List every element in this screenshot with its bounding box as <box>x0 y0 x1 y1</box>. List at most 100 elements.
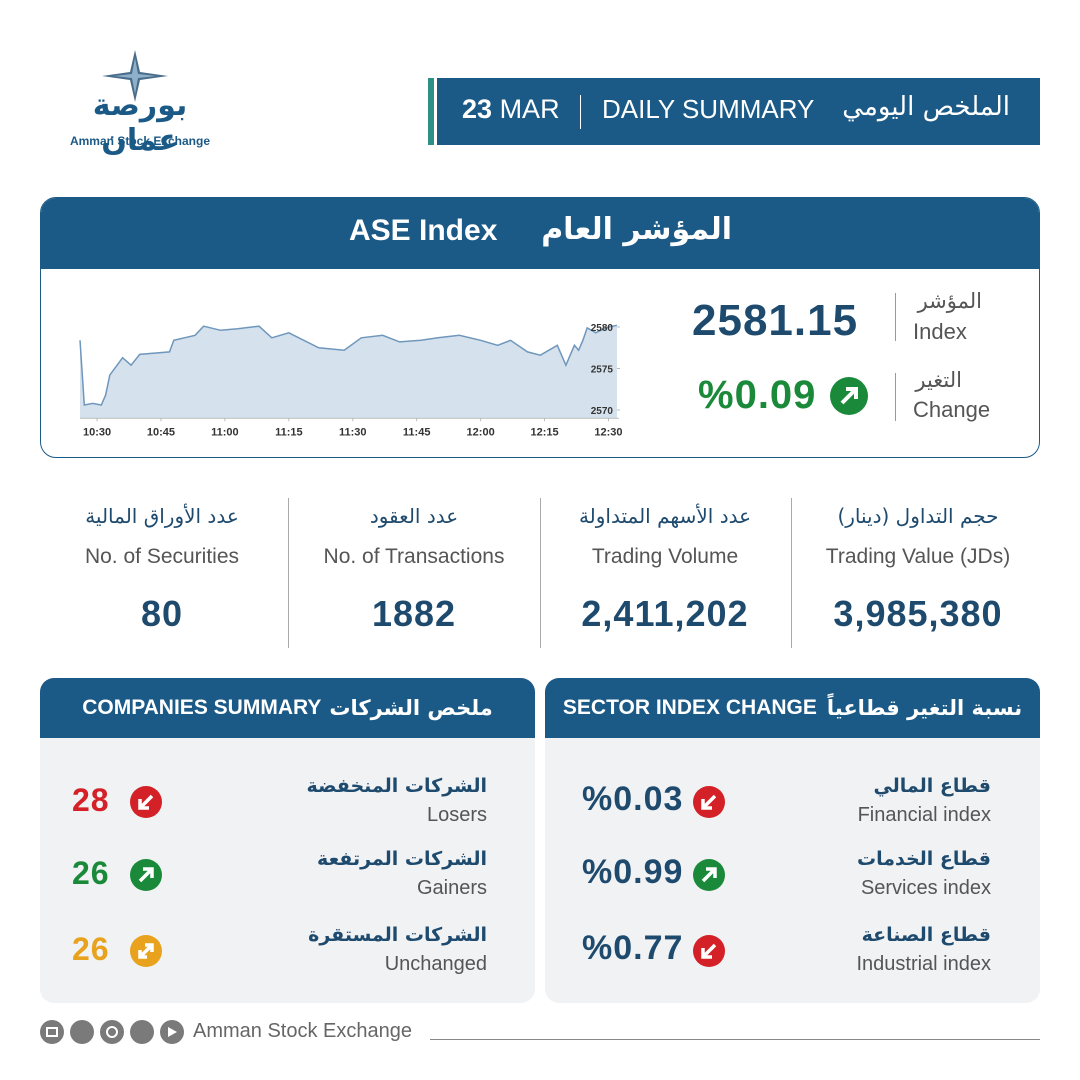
icon-arrow <box>138 794 154 810</box>
divider <box>288 498 289 648</box>
sector-label-ar: قطاع الصناعة <box>861 924 991 946</box>
company-label-ar: الشركات المستقرة <box>308 924 487 946</box>
up-icon <box>693 859 725 891</box>
sectors-title-en: SECTOR INDEX CHANGE <box>562 696 817 719</box>
sector-label-ar: قطاع المالي <box>873 775 991 797</box>
header-date: 23 MAR <box>462 94 560 125</box>
companies-panel <box>40 678 535 1003</box>
date-month: MAR <box>499 94 560 124</box>
footer-text: Amman Stock Exchange <box>193 1020 412 1042</box>
change-label-ar: التغير <box>915 368 962 392</box>
index-title-ar: المؤشر العام <box>541 212 732 247</box>
header-accent <box>428 78 434 145</box>
up-icon <box>130 859 162 891</box>
stat-value: 80 <box>140 593 184 634</box>
company-label-en: Unchanged <box>384 953 487 975</box>
icon-arrow <box>701 867 717 883</box>
company-value: 26 <box>72 855 110 891</box>
index-panel <box>40 197 1040 458</box>
x-tick-label: 11:15 <box>275 426 303 438</box>
company-label-ar: الشركات المرتفعة <box>317 848 487 870</box>
company-value: 26 <box>72 931 110 967</box>
divider <box>580 95 581 129</box>
logo-arabic: بورصة عمان <box>92 88 188 158</box>
x-tick-label: 11:45 <box>403 426 431 438</box>
x-tick-label: 11:30 <box>339 426 367 438</box>
company-value: 28 <box>72 782 110 818</box>
index-title-en: ASE Index <box>349 214 498 247</box>
stat-value: 2,411,202 <box>581 593 749 634</box>
sector-value: %0.03 <box>582 780 684 818</box>
icon-arrow <box>138 867 154 883</box>
divider <box>791 498 792 648</box>
down-icon <box>693 935 725 967</box>
sector-label-ar: قطاع الخدمات <box>857 848 991 870</box>
linkedin-icon[interactable] <box>130 1020 154 1044</box>
icon-arrow <box>701 943 717 959</box>
stat-label-en: No. of Transactions <box>323 545 505 568</box>
sectors-title: SECTOR INDEX CHANGE نسبة التغير قطاعياً <box>545 696 1040 720</box>
panel-header <box>40 678 535 738</box>
stat-label-en: Trading Volume <box>591 545 739 568</box>
icon-arrow <box>138 943 154 959</box>
companies-title: COMPANIES SUMMARY ملخص الشركات <box>40 696 535 720</box>
down-icon <box>693 786 725 818</box>
x-tick-label: 10:30 <box>83 426 111 438</box>
header-title-ar: الملخص اليومي <box>842 92 1010 122</box>
x-tick-label: 12:15 <box>530 426 558 438</box>
divider <box>895 373 896 421</box>
sectors-title-ar: نسبة التغير قطاعياً <box>826 696 1023 720</box>
index-label-ar: المؤشر <box>917 289 982 313</box>
date-day: 23 <box>462 94 493 124</box>
chart: 10:30 10:45 11:00 11:15 11:30 11:45 12:00 12:15… <box>79 323 623 438</box>
area-fill <box>80 325 617 419</box>
sector-value: %0.99 <box>582 853 684 891</box>
divider <box>895 293 896 341</box>
header-bar <box>437 78 1040 145</box>
area-line <box>79 324 618 406</box>
company-label-en: Losers <box>426 804 487 826</box>
change-label-en: Change <box>913 397 991 422</box>
stat-label-ar: عدد الأوراق المالية <box>85 504 239 528</box>
index-label-en: Index <box>913 319 967 344</box>
icon-arrow <box>701 794 717 810</box>
panel-header <box>545 678 1040 738</box>
stat-label-ar: عدد الأسهم المتداولة <box>578 504 752 528</box>
divider <box>540 498 541 648</box>
x-tick-label: 10:45 <box>147 426 175 438</box>
companies-title-en: COMPANIES SUMMARY <box>82 696 322 719</box>
index-panel-header <box>41 198 1039 269</box>
index-change: %0.09 <box>698 373 817 417</box>
footer-line <box>430 1039 1040 1040</box>
header-title-en: DAILY SUMMARY <box>602 94 815 124</box>
sector-label-en: Services index <box>860 877 991 899</box>
company-label-ar: الشركات المنخفضة <box>306 775 487 797</box>
stat-label-en: Trading Value (JDs) <box>825 545 1011 568</box>
sector-label-en: Industrial index <box>856 953 991 975</box>
y-tick-label: 2570 <box>591 406 614 417</box>
y-tick-label: 2580 <box>591 323 614 334</box>
social-icons <box>40 1020 184 1044</box>
stat-label-ar: حجم التداول (دينار) <box>837 504 999 528</box>
instagram-icon[interactable] <box>100 1020 124 1044</box>
sector-value: %0.77 <box>582 929 684 967</box>
stat-label-ar: عدد العقود <box>369 504 459 528</box>
up-icon <box>830 377 868 415</box>
index-value: 2581.15 <box>692 296 859 345</box>
company-label-en: Gainers <box>416 877 487 899</box>
companies-title-ar: ملخص الشركات <box>329 696 493 720</box>
flat-icon <box>130 935 162 967</box>
facebook-icon[interactable] <box>40 1020 64 1044</box>
x-tick-label: 11:00 <box>211 426 239 438</box>
logo-english: Amman Stock Exchange <box>69 134 211 148</box>
stat-value: 3,985,380 <box>833 593 1003 634</box>
y-tick-label: 2575 <box>591 365 614 376</box>
logo-mark <box>102 50 168 102</box>
x-tick-label: 12:00 <box>467 426 495 438</box>
stat-value: 1882 <box>371 593 457 634</box>
x-tick-label: 12:30 <box>594 426 622 438</box>
sectors-panel <box>545 678 1040 1003</box>
twitter-icon[interactable] <box>70 1020 94 1044</box>
stat-label-en: No. of Securities <box>84 545 240 568</box>
